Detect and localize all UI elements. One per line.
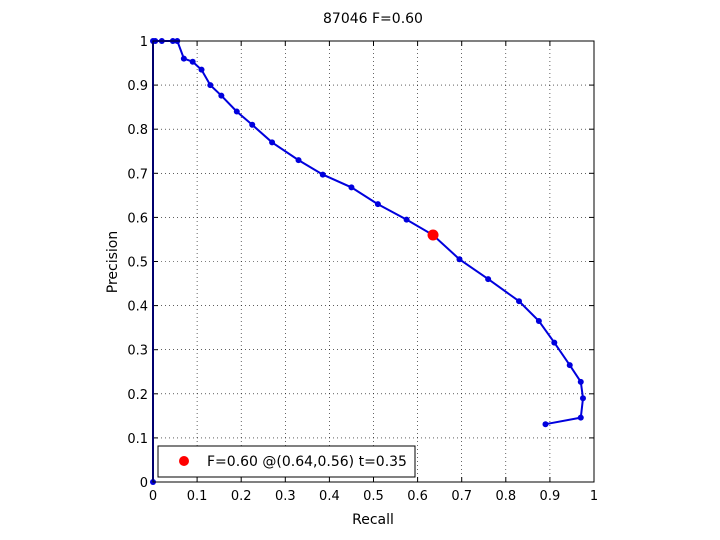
y-tick-label: 0.4 [127,300,148,315]
x-tick-label: 0.7 [451,489,472,504]
y-tick-label: 1 [140,35,148,50]
x-tick-label: 0.8 [495,489,516,504]
data-point [189,58,196,65]
y-tick-label: 0 [140,476,148,491]
data-point [577,378,584,385]
y-tick-label: 0.7 [127,167,148,182]
x-tick-label: 0.4 [319,489,340,504]
data-point [295,157,302,164]
data-point [542,421,549,428]
chart-title: 87046 F=0.60 [323,11,423,27]
y-tick-label: 0.2 [127,388,148,403]
axis-ticks: 0 0.1 0.2 0.3 0.4 0.5 0.6 0.7 0.8 0.9 1 0 0.1 0.2 0.3 0… [127,35,598,504]
data-point [456,256,463,263]
y-tick-label: 0.6 [127,211,148,226]
x-axis-label: Recall [352,512,394,528]
data-point [516,298,523,305]
legend: F=0.60 @(0.64,0.56) t=0.35 [157,445,416,478]
data-point [566,362,573,369]
data-point [374,201,381,208]
x-tick-label: 0.3 [275,489,296,504]
y-tick-label: 0.3 [127,344,148,359]
data-point [403,216,410,223]
data-point [233,108,240,115]
data-point [485,276,492,283]
data-point [198,66,205,73]
x-tick-label: 0.5 [363,489,384,504]
legend-label: F=0.60 @(0.64,0.56) t=0.35 [207,454,407,470]
data-point [207,82,214,89]
y-tick-label: 0.5 [127,256,148,271]
grid [153,41,594,482]
x-tick-label: 0 [149,489,157,504]
x-tick-label: 1 [590,489,598,504]
legend-marker [179,456,189,466]
x-tick-label: 0.2 [231,489,252,504]
data-point [249,121,256,128]
data-point [551,339,558,346]
data-point [180,55,187,62]
data-point [579,395,586,402]
x-tick-label: 0.9 [540,489,561,504]
data-point [269,139,276,146]
y-axis-label: Precision [105,231,121,293]
data-point [535,318,542,325]
plot-frame [152,40,595,483]
best-f-point [427,229,439,241]
y-tick-label: 0.8 [127,123,148,138]
x-tick-label: 0.1 [187,489,208,504]
legend-box [157,445,416,478]
data-point [577,414,584,421]
y-tick-label: 0.9 [127,79,148,94]
data-point [319,171,326,178]
data-point [348,184,355,191]
data-point [218,92,225,99]
x-tick-label: 0.6 [407,489,428,504]
y-tick-label: 0.1 [127,432,148,447]
